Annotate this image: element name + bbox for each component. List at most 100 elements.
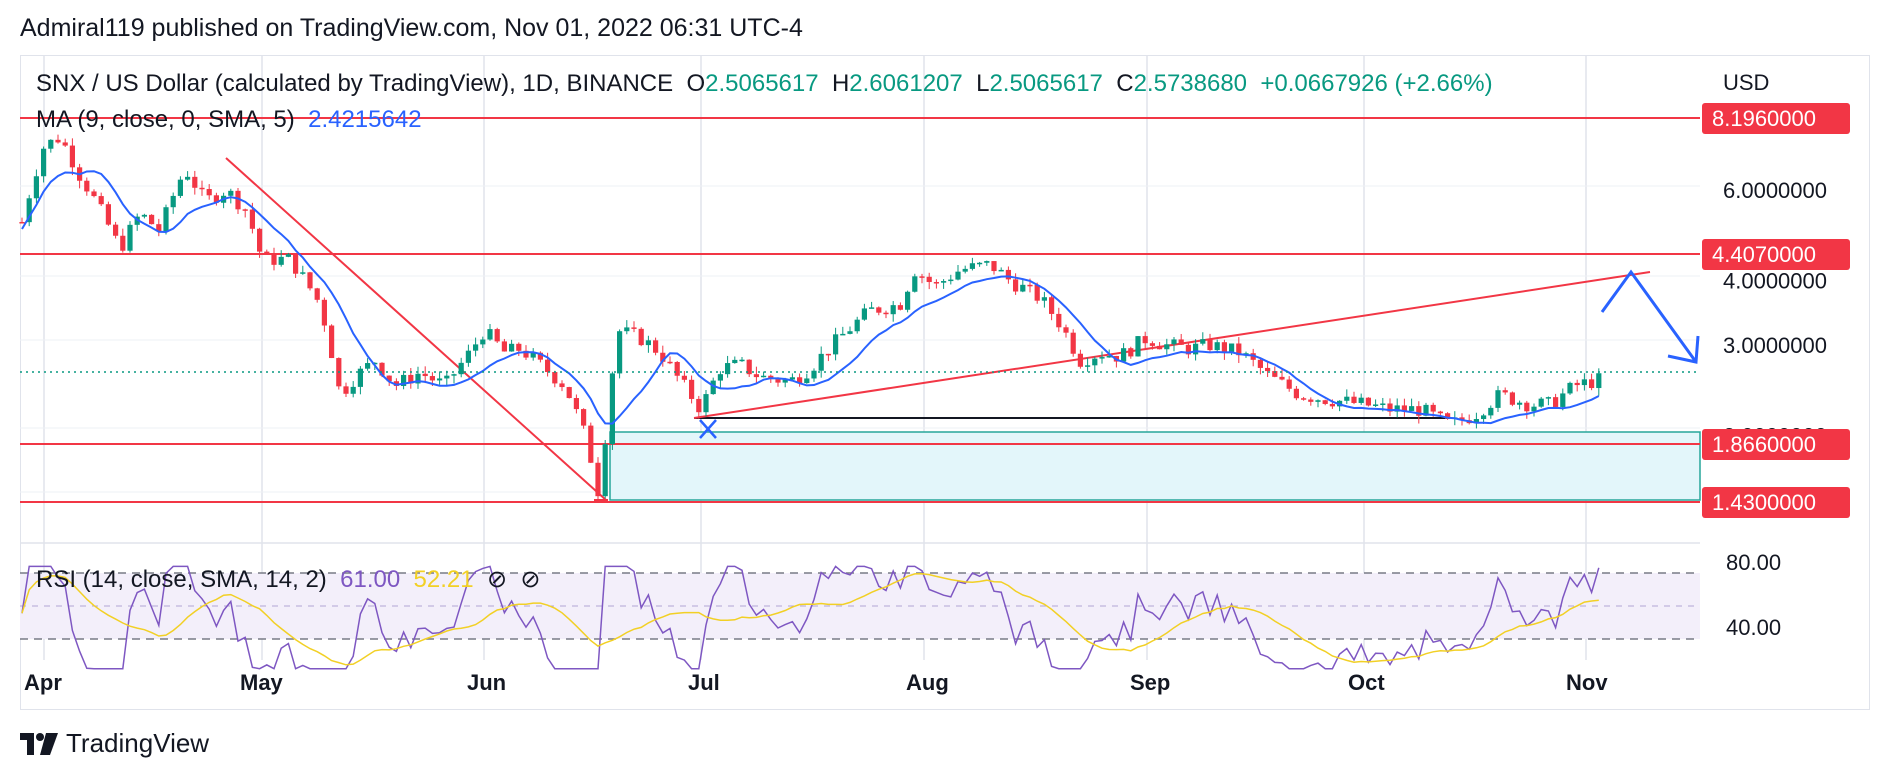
time-tick: Nov xyxy=(1566,670,1608,695)
candle-body xyxy=(1293,388,1299,399)
tradingview-logo-icon xyxy=(20,732,58,755)
candle-body xyxy=(1041,297,1047,301)
candle-body xyxy=(1329,403,1335,407)
candle-body xyxy=(1560,393,1566,407)
candle-body xyxy=(199,187,205,190)
candle-body xyxy=(890,305,896,315)
candle-body xyxy=(566,387,572,399)
candle-body xyxy=(1027,284,1033,287)
candle-body xyxy=(1596,373,1602,389)
close-label: C xyxy=(1116,70,1134,97)
candle-body xyxy=(1279,376,1285,380)
ma-line xyxy=(21,170,1600,425)
candle-body xyxy=(465,350,471,363)
time-tick: Apr xyxy=(24,670,62,695)
candle-body xyxy=(969,263,975,269)
candle-body xyxy=(235,190,241,210)
candle-body xyxy=(804,378,810,384)
candle-body xyxy=(739,359,745,362)
candle-body xyxy=(487,329,493,340)
candle-body xyxy=(1085,365,1091,367)
candle-body xyxy=(1553,397,1559,407)
chart-frame[interactable] xyxy=(20,55,1870,710)
price-tick: 3.0000000 xyxy=(1723,333,1827,358)
candle-body xyxy=(1495,390,1501,408)
candle-body xyxy=(494,329,500,342)
candle-body xyxy=(206,189,212,196)
candle-body xyxy=(1221,342,1227,353)
candlestick-series xyxy=(19,134,1602,503)
rsi-tick: 80.00 xyxy=(1726,550,1781,575)
price-tick: 4.0000000 xyxy=(1723,269,1827,294)
candle-body xyxy=(516,343,522,351)
candle-body xyxy=(1005,269,1011,280)
candle-body xyxy=(242,209,248,211)
candle-body xyxy=(314,288,320,300)
candle-body xyxy=(1373,404,1379,406)
candle-body xyxy=(149,214,155,225)
candle-body xyxy=(1092,358,1098,366)
falling-trendline xyxy=(225,157,607,501)
candle-body xyxy=(1481,415,1487,420)
ma-legend[interactable]: MA (9, close, 0, SMA, 5) 2.4215642 xyxy=(36,106,422,134)
candle-body xyxy=(1301,398,1307,400)
candle-body xyxy=(84,180,90,192)
candle-body xyxy=(509,343,515,352)
candle-body xyxy=(422,373,428,377)
candle-body xyxy=(861,308,867,320)
candle-body xyxy=(703,394,709,413)
candle-body xyxy=(732,359,738,364)
candle-body xyxy=(588,425,594,463)
candle-body xyxy=(1185,344,1191,355)
rsi-sma-value: 52.21 xyxy=(413,566,474,593)
candle-body xyxy=(1401,405,1407,411)
ma-value: 2.4215642 xyxy=(308,106,422,133)
candle-body xyxy=(437,378,443,381)
candle-body xyxy=(105,204,111,225)
candle-body xyxy=(401,374,407,386)
candle-body xyxy=(228,190,234,196)
candle-body xyxy=(854,319,860,332)
candle-body xyxy=(98,196,104,205)
candle-body xyxy=(1437,411,1443,414)
candle-body xyxy=(444,375,450,379)
candle-body xyxy=(1200,339,1206,344)
candle-body xyxy=(1013,279,1019,292)
close-value: 2.5738680 xyxy=(1133,70,1248,97)
time-tick: Oct xyxy=(1348,670,1385,695)
candle-body xyxy=(1214,342,1220,351)
candle-body xyxy=(1121,348,1127,362)
footer: TradingView xyxy=(20,728,209,759)
candle-body xyxy=(919,276,925,278)
low-value: 2.5065617 xyxy=(989,70,1103,97)
candle-body xyxy=(847,331,853,334)
rsi-legend[interactable]: RSI (14, close, SMA, 14, 2) 61.00 52.21 … xyxy=(36,565,541,594)
time-tick: May xyxy=(240,670,284,695)
candle-body xyxy=(1106,355,1112,358)
tradingview-brand[interactable]: TradingView xyxy=(66,728,210,758)
candle-body xyxy=(1430,404,1436,412)
candle-body xyxy=(386,375,392,382)
candle-body xyxy=(1149,343,1155,346)
candle-body xyxy=(782,379,788,383)
symbol-label[interactable]: SNX / US Dollar (calculated by TradingVi… xyxy=(36,70,674,97)
circle-slash-icon[interactable]: ⊘ xyxy=(520,566,541,593)
candle-body xyxy=(725,363,731,375)
candle-body xyxy=(1207,339,1213,351)
candle-body xyxy=(797,377,803,384)
candle-body xyxy=(1538,398,1544,407)
candle-body xyxy=(127,224,133,251)
candle-body xyxy=(897,305,903,310)
candle-body xyxy=(329,325,335,359)
candle-body xyxy=(696,398,702,413)
candle-body xyxy=(1193,343,1199,355)
candle-body xyxy=(1344,396,1350,401)
candle-body xyxy=(1236,343,1242,356)
circle-slash-icon[interactable]: ⊘ xyxy=(486,566,508,593)
candle-body xyxy=(840,333,846,336)
candle-body xyxy=(1034,284,1040,301)
candle-body xyxy=(833,334,839,355)
candle-body xyxy=(458,362,464,375)
x-marker xyxy=(699,419,717,439)
